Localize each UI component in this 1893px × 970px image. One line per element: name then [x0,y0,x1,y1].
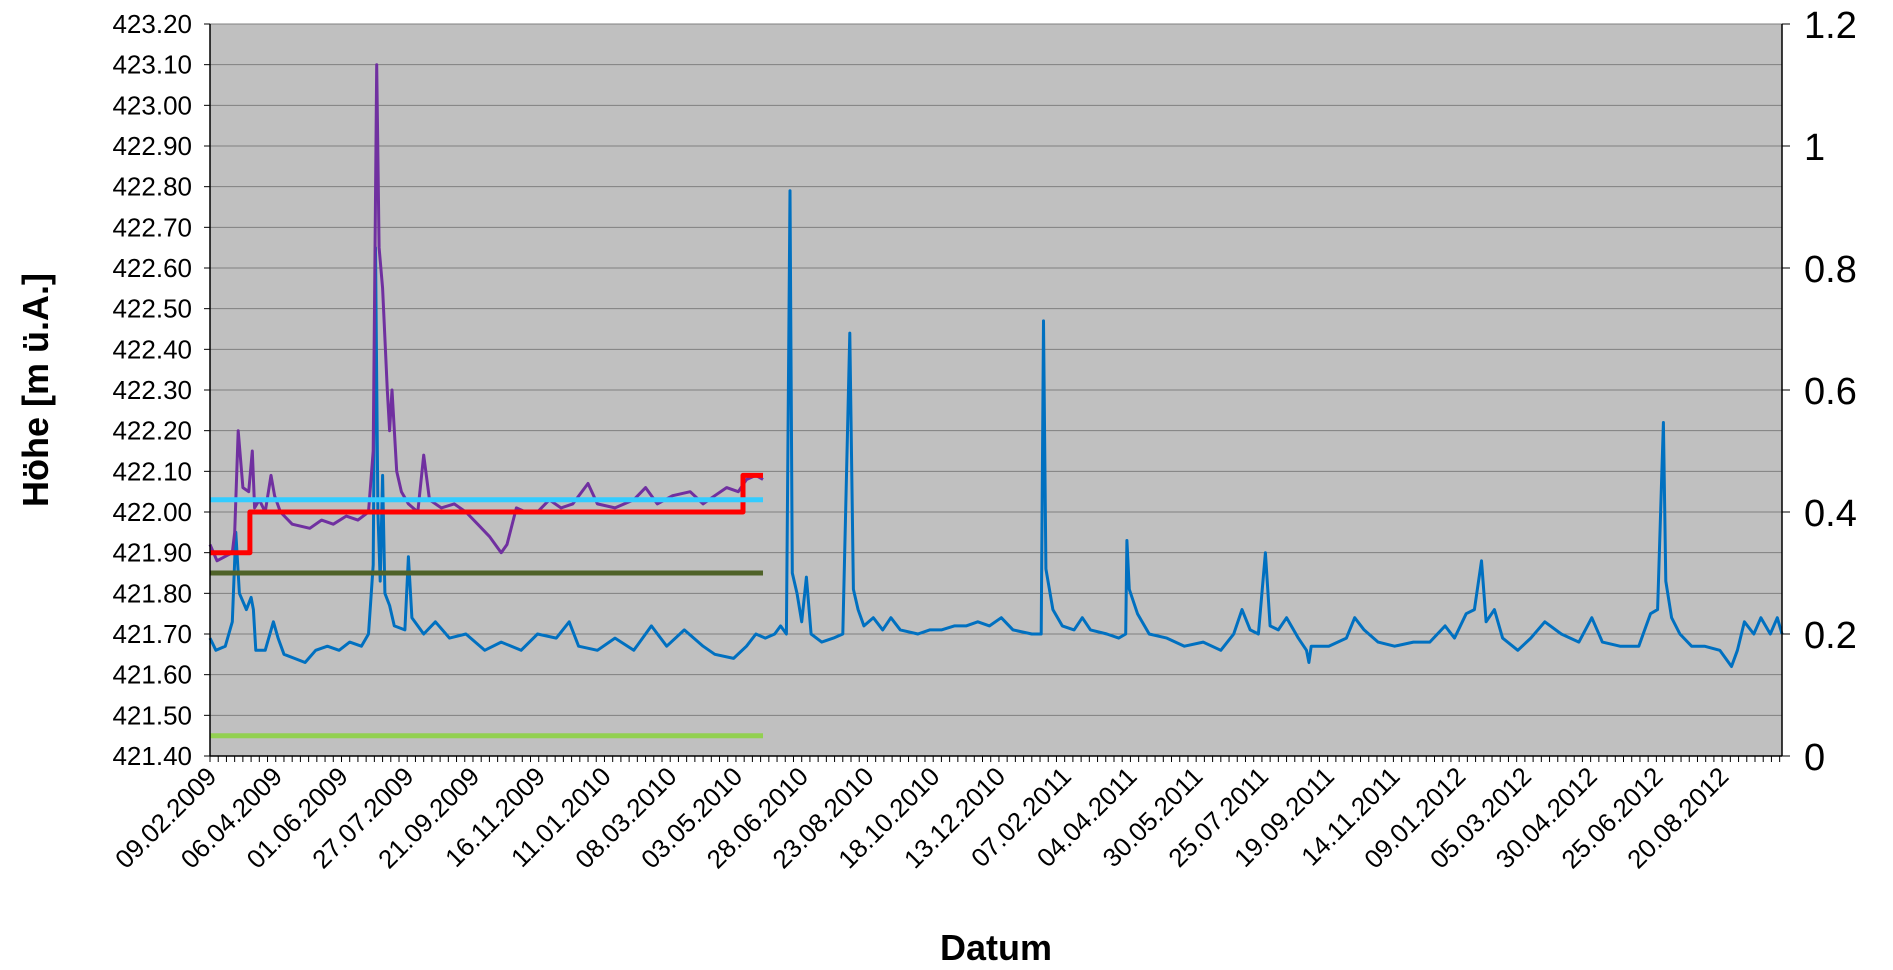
y-tick-label-3: 421.70 [112,619,192,649]
y-tick-label-13: 422.70 [112,212,192,242]
y2-tick-label-0: 0 [1804,737,1825,779]
y2-tick-label-1: 0.2 [1804,615,1857,657]
y-tick-label-14: 422.80 [112,172,192,202]
y2-tick-label-2: 0.4 [1804,493,1857,535]
y-tick-label-2: 421.60 [112,660,192,690]
y-tick-label-11: 422.50 [112,294,192,324]
y-tick-label-10: 422.40 [112,334,192,364]
series-line-2 [210,472,763,556]
y2-tick-label-4: 0.8 [1804,249,1857,291]
x-axis-tick-labels: 09.02.200906.04.200901.06.200927.07.2009… [109,761,1734,874]
series-line-0 [208,189,1784,668]
y-tick-label-1: 421.50 [112,700,192,730]
y-tick-label-7: 422.10 [112,456,192,486]
x-axis-title: Datum [940,927,1052,968]
series-lines [208,63,1784,739]
y2-tick-label-6: 1.2 [1804,5,1857,47]
y2-axis-tick-labels: 0 0.2 0.4 0.6 0.8 1 1.2 [1782,5,1857,779]
y-tick-label-15: 422.90 [112,131,192,161]
y-tick-label-8: 422.20 [112,416,192,446]
y-tick-label-6: 422.00 [112,497,192,527]
y-axis-title: Höhe [m ü.A.] [15,273,56,507]
y2-tick-label-5: 1 [1804,127,1825,169]
y-tick-label-5: 421.90 [112,538,192,568]
y2-tick-label-3: 0.6 [1804,371,1857,413]
y-tick-label-0: 421.40 [112,741,192,771]
y-tick-label-17: 423.10 [112,50,192,80]
y-tick-label-18: 423.20 [112,9,192,39]
y-tick-label-4: 421.80 [112,578,192,608]
y-tick-label-9: 422.30 [112,375,192,405]
y-tick-label-16: 423.00 [112,90,192,120]
y-tick-label-12: 422.60 [112,253,192,283]
y-axis-tick-labels: 421.40 421.50 421.60 421.70 421.80 421.90 422.… [112,9,210,771]
series-line-1 [208,63,764,563]
